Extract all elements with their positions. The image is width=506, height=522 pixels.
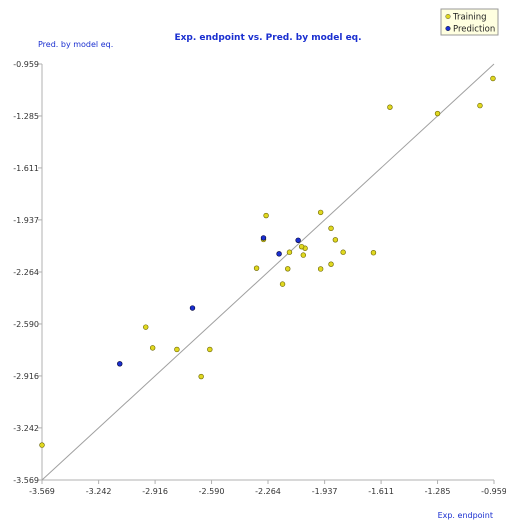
point-training bbox=[332, 237, 339, 243]
y-tick-label: -2.590 bbox=[13, 320, 39, 329]
point-training bbox=[298, 243, 305, 250]
legend: Training Prediction bbox=[440, 8, 499, 36]
y-tick-label: -3.569 bbox=[13, 476, 39, 485]
legend-label-prediction: Prediction bbox=[453, 25, 495, 35]
legend-label-training: Training bbox=[452, 13, 487, 23]
point-training bbox=[387, 104, 393, 110]
point-training bbox=[149, 345, 156, 351]
point-training bbox=[490, 75, 496, 82]
identity-reference-line bbox=[41, 63, 495, 481]
point-prediction bbox=[295, 237, 301, 243]
point-training bbox=[198, 373, 204, 380]
x-tick-label: -3.242 bbox=[86, 487, 112, 496]
y-axis-ticks: -0.959 -1.285 -1.611 -1.937 -2.264 -2.590 -2.9… bbox=[13, 60, 42, 485]
point-prediction bbox=[260, 235, 267, 241]
x-tick-label: -2.916 bbox=[142, 487, 168, 496]
point-training bbox=[39, 442, 45, 448]
x-tick-label: -1.937 bbox=[312, 487, 338, 496]
point-training bbox=[263, 212, 269, 219]
y-tick-label: -3.242 bbox=[13, 424, 39, 433]
y-tick-label: -1.285 bbox=[13, 112, 39, 121]
y-tick-label: -2.916 bbox=[13, 372, 39, 381]
point-training bbox=[477, 102, 483, 109]
point-training bbox=[328, 261, 334, 267]
point-training bbox=[286, 249, 293, 255]
point-training bbox=[340, 249, 346, 255]
point-training bbox=[434, 110, 441, 117]
point-training bbox=[370, 250, 377, 256]
point-training bbox=[317, 266, 324, 272]
legend-box bbox=[440, 8, 499, 36]
y-tick-label: -1.937 bbox=[13, 216, 39, 225]
legend-marker-prediction bbox=[445, 25, 451, 32]
x-tick-label: -0.959 bbox=[481, 487, 506, 496]
x-tick-label: -2.264 bbox=[255, 487, 281, 496]
plot-area: -0.959 -1.285 -1.611 -1.937 -2.264 -2.590 -2.9… bbox=[13, 60, 506, 496]
point-training bbox=[285, 266, 291, 272]
x-tick-label: -2.590 bbox=[199, 487, 225, 496]
x-tick-label: -1.285 bbox=[425, 487, 451, 496]
point-training bbox=[328, 225, 334, 232]
point-training bbox=[207, 346, 213, 353]
x-tick-label: -1.611 bbox=[368, 487, 394, 496]
point-training bbox=[279, 281, 286, 287]
data-points bbox=[39, 75, 496, 448]
point-prediction bbox=[276, 251, 282, 257]
x-tick-label: -3.569 bbox=[29, 487, 55, 496]
y-tick-label: -2.264 bbox=[13, 268, 39, 277]
point-training bbox=[317, 209, 324, 216]
point-training bbox=[300, 252, 307, 258]
x-axis-ticks: -3.569 -3.242 -2.916 -2.590 -2.264 -1.937 -1.6… bbox=[29, 480, 506, 496]
y-tick-label: -1.611 bbox=[13, 164, 39, 173]
chart-title: Exp. endpoint vs. Pred. by model eq. bbox=[174, 33, 361, 43]
point-training bbox=[174, 346, 180, 353]
y-axis-title: Pred. by model eq. bbox=[38, 40, 113, 49]
legend-marker-training bbox=[445, 13, 451, 20]
point-training bbox=[143, 324, 149, 330]
x-axis-title: Exp. endpoint bbox=[438, 511, 493, 520]
point-prediction bbox=[117, 361, 123, 367]
y-tick-label: -0.959 bbox=[13, 60, 39, 69]
point-training bbox=[253, 265, 260, 271]
point-prediction bbox=[189, 305, 196, 311]
